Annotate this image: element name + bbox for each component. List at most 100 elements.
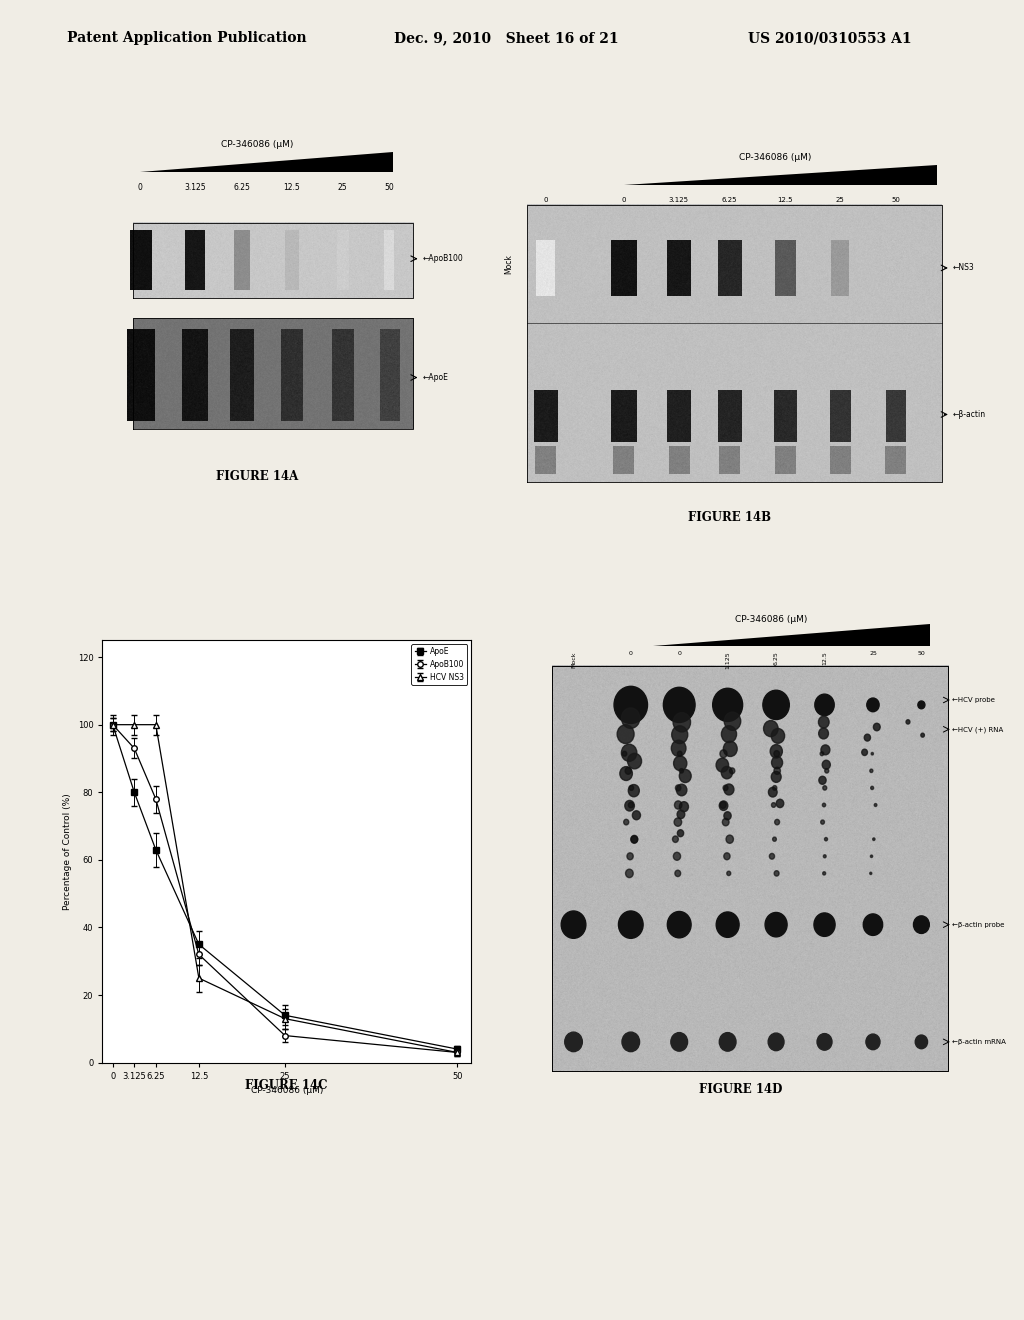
Circle shape <box>921 733 925 737</box>
Circle shape <box>629 803 634 808</box>
Circle shape <box>675 870 681 876</box>
Text: ←HCV (+) RNA: ←HCV (+) RNA <box>952 726 1004 733</box>
Circle shape <box>677 830 684 837</box>
Circle shape <box>870 787 873 789</box>
Circle shape <box>873 723 881 731</box>
Text: 6.25: 6.25 <box>233 183 250 193</box>
Text: 25: 25 <box>869 651 877 656</box>
Circle shape <box>817 1034 833 1051</box>
Circle shape <box>771 803 776 808</box>
Circle shape <box>723 741 737 756</box>
Circle shape <box>771 771 781 783</box>
Circle shape <box>677 784 687 796</box>
Circle shape <box>724 853 730 859</box>
Circle shape <box>565 1032 583 1052</box>
Circle shape <box>814 913 836 936</box>
Circle shape <box>724 784 734 795</box>
Circle shape <box>713 688 742 722</box>
Circle shape <box>824 837 827 841</box>
Circle shape <box>673 713 690 733</box>
Text: 1.125: 1.125 <box>725 651 730 669</box>
Circle shape <box>774 871 779 876</box>
Circle shape <box>866 698 880 711</box>
Circle shape <box>775 820 779 825</box>
Circle shape <box>679 770 691 783</box>
Circle shape <box>719 801 728 810</box>
Circle shape <box>815 694 835 715</box>
Circle shape <box>724 812 731 820</box>
Text: FIGURE 14B: FIGURE 14B <box>688 511 771 524</box>
Text: ←β-actin mRNA: ←β-actin mRNA <box>952 1039 1007 1045</box>
Circle shape <box>674 756 687 771</box>
Circle shape <box>823 785 826 791</box>
Circle shape <box>726 836 733 843</box>
Circle shape <box>716 912 739 937</box>
Circle shape <box>622 708 640 729</box>
Circle shape <box>624 820 629 825</box>
Text: 0: 0 <box>677 651 681 656</box>
Text: 6.25: 6.25 <box>773 651 778 665</box>
Circle shape <box>913 916 930 933</box>
Circle shape <box>614 686 647 723</box>
Circle shape <box>729 768 735 774</box>
Circle shape <box>561 911 586 939</box>
Polygon shape <box>624 165 937 185</box>
Circle shape <box>872 838 874 841</box>
Text: ←β-actin: ←β-actin <box>953 411 986 418</box>
Text: ←β-actin probe: ←β-actin probe <box>952 921 1005 928</box>
Circle shape <box>720 750 727 758</box>
Circle shape <box>768 787 777 797</box>
Circle shape <box>625 800 635 810</box>
Circle shape <box>871 752 873 755</box>
Text: Mock: Mock <box>571 651 577 668</box>
Text: 25: 25 <box>836 197 845 203</box>
Circle shape <box>721 767 732 779</box>
Circle shape <box>863 913 883 936</box>
Text: 0: 0 <box>629 651 633 656</box>
Circle shape <box>918 701 925 709</box>
Circle shape <box>906 719 910 725</box>
Circle shape <box>915 1035 928 1048</box>
Circle shape <box>680 768 683 774</box>
Circle shape <box>672 741 686 756</box>
Circle shape <box>764 721 778 737</box>
Circle shape <box>774 751 779 756</box>
Text: 3.125: 3.125 <box>669 197 689 203</box>
Circle shape <box>671 1032 687 1051</box>
X-axis label: CP-346086 (μM): CP-346086 (μM) <box>251 1086 323 1096</box>
Circle shape <box>763 690 790 719</box>
Circle shape <box>771 729 784 743</box>
Circle shape <box>823 855 826 858</box>
Circle shape <box>673 836 678 842</box>
Y-axis label: Percentage of Control (%): Percentage of Control (%) <box>63 793 72 909</box>
Circle shape <box>821 744 829 755</box>
Circle shape <box>818 717 829 727</box>
Circle shape <box>765 912 787 937</box>
Circle shape <box>862 750 867 755</box>
Text: ←NS3: ←NS3 <box>953 264 975 272</box>
Circle shape <box>776 799 783 808</box>
Circle shape <box>723 785 728 791</box>
Circle shape <box>675 801 682 809</box>
Text: 3.125: 3.125 <box>184 183 206 193</box>
Circle shape <box>869 770 872 772</box>
Circle shape <box>633 810 640 820</box>
Circle shape <box>623 751 627 756</box>
Text: CP-346086 (μM): CP-346086 (μM) <box>739 153 812 162</box>
Circle shape <box>866 1034 880 1049</box>
Text: CP-346086 (μM): CP-346086 (μM) <box>735 615 808 623</box>
Text: US 2010/0310553 A1: US 2010/0310553 A1 <box>748 32 911 45</box>
Circle shape <box>678 751 682 756</box>
Text: FIGURE 14A: FIGURE 14A <box>216 470 298 483</box>
Text: 50: 50 <box>918 651 926 656</box>
Text: 6.25: 6.25 <box>722 197 737 203</box>
Circle shape <box>822 760 830 770</box>
Circle shape <box>716 758 729 772</box>
Text: ←HCV probe: ←HCV probe <box>952 697 995 704</box>
Circle shape <box>672 726 688 743</box>
Circle shape <box>629 784 639 797</box>
Text: CP-346086 (μM): CP-346086 (μM) <box>221 140 293 149</box>
Circle shape <box>724 711 740 730</box>
Circle shape <box>719 1032 736 1051</box>
Legend: ApoE, ApoB100, HCV NS3: ApoE, ApoB100, HCV NS3 <box>412 644 467 685</box>
